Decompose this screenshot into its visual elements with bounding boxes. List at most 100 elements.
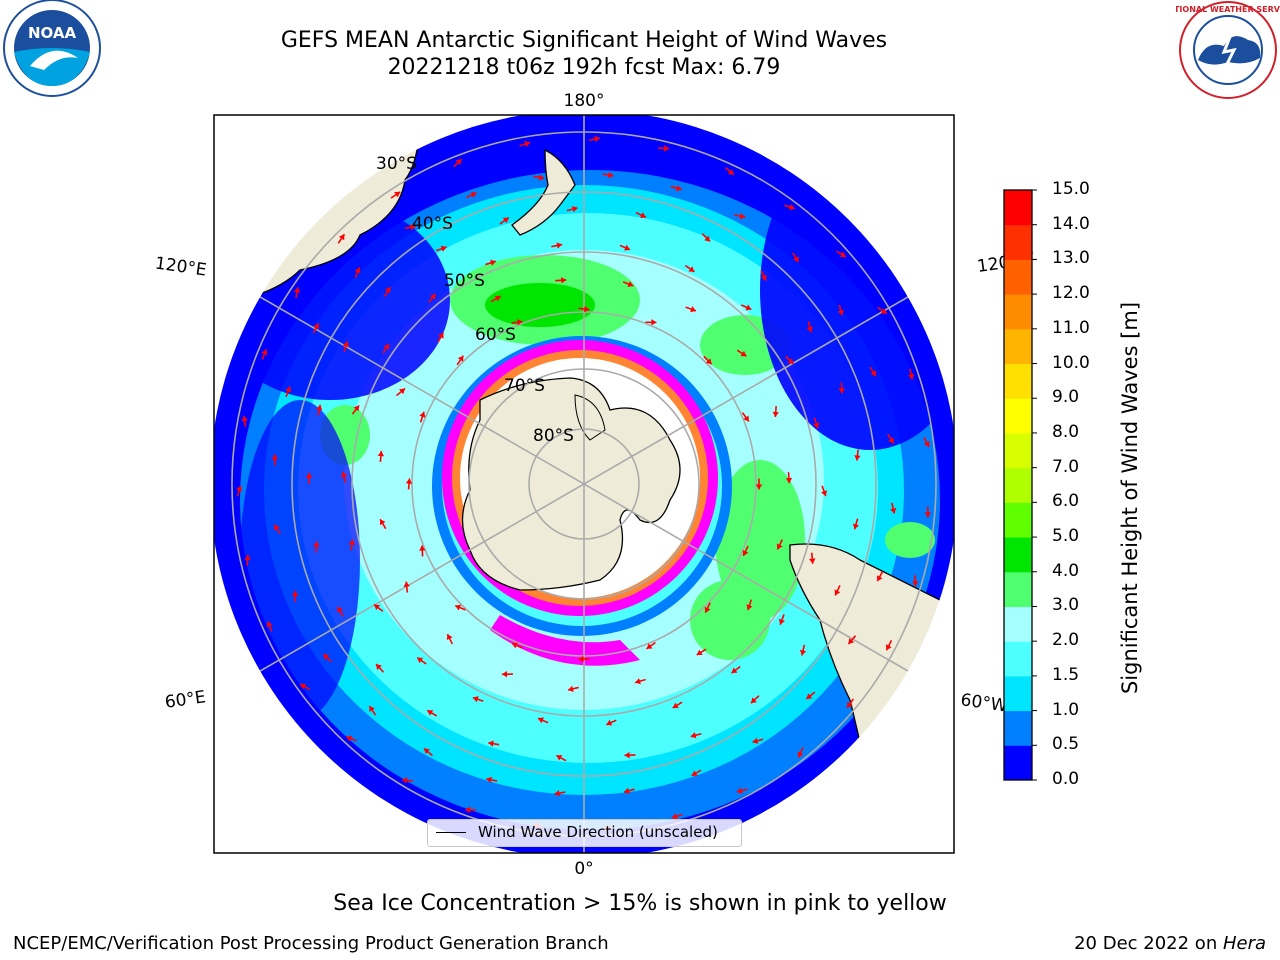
wave-arrow: [685, 306, 697, 313]
wave-arrow: [511, 319, 523, 326]
wave-arrow: [466, 191, 478, 198]
wave-arrow: [390, 191, 401, 199]
wave-arrow: [734, 212, 746, 220]
wave-arrow: [383, 286, 391, 297]
lat-label-30s: 30°S: [376, 154, 417, 174]
wave-arrow: [785, 355, 795, 365]
lat-label-40s: 40°S: [412, 214, 453, 234]
wave-arrow: [578, 655, 590, 663]
wave-arrow: [806, 321, 813, 333]
colorbar-segment: [1004, 294, 1032, 330]
wave-arrow: [379, 518, 387, 530]
wave-arrow: [472, 696, 484, 703]
meridian-label-180: 180°: [564, 91, 605, 111]
wave-arrow: [554, 789, 566, 797]
wave-arrow: [778, 614, 785, 625]
wave-arrow: [485, 259, 497, 266]
wave-arrow: [348, 539, 356, 551]
wave-arrow: [551, 242, 563, 249]
noaa-logo: NOAA: [3, 0, 101, 97]
wave-arrow: [373, 603, 384, 612]
wave-arrow: [797, 747, 804, 758]
wave-arrow: [368, 705, 377, 716]
wave-arrow: [271, 454, 279, 466]
colorbar-tick-label: 9.0: [1052, 387, 1080, 408]
wave-arrow: [236, 485, 243, 497]
colorbar-tick-label: 5.0: [1052, 526, 1080, 547]
wave-arrow: [293, 287, 301, 299]
colorbar-segment: [1004, 745, 1032, 781]
colorbar-tick-label: 1.0: [1052, 699, 1080, 720]
wave-arrow: [784, 204, 796, 211]
wave-arrow: [405, 478, 413, 490]
wave-arrow: [266, 621, 273, 632]
wave-arrow: [704, 602, 711, 614]
svg-text:NATIONAL WEATHER SERVICE: NATIONAL WEATHER SERVICE: [1176, 5, 1280, 14]
antarctica: [461, 377, 681, 591]
colorbar-segment: [1004, 502, 1032, 538]
wave-arrow: [426, 709, 438, 717]
wave-arrow: [340, 471, 348, 483]
credit-date: 20 Dec 2022 on Hera: [1074, 933, 1266, 954]
wave-arrow: [854, 449, 861, 461]
wave-arrow: [624, 751, 636, 759]
wave-arrow: [852, 518, 860, 530]
meridian-label-60e: 60°E: [164, 687, 207, 712]
wave-arrow: [740, 304, 752, 311]
colorbar-segment: [1004, 571, 1032, 607]
wave-arrow: [454, 604, 466, 611]
lat-label-70s: 70°S: [504, 376, 545, 396]
colorbar-tick-label: 15.0: [1052, 179, 1090, 199]
wave-arrow: [299, 683, 311, 691]
wave-arrow: [322, 653, 332, 663]
wave-arrow: [837, 304, 844, 316]
wave-arrow: [890, 502, 897, 514]
wave-arrow: [490, 295, 502, 303]
sea-ice-note: Sea Ice Concentration > 15% is shown in …: [333, 891, 947, 916]
colorbar-tick-label: 7.0: [1052, 456, 1080, 477]
wave-arrow: [312, 322, 320, 334]
colorbar-tick-label: 1.5: [1052, 664, 1080, 685]
colorbar-segment: [1004, 432, 1032, 469]
svg-text:NOAA: NOAA: [28, 24, 77, 42]
colorbar-tick-label: 2.0: [1052, 630, 1080, 651]
wave-arrow: [555, 754, 567, 762]
wave-arrow: [273, 524, 282, 535]
colorbar-tick-label: 12.0: [1052, 283, 1090, 304]
wave-arrow: [684, 264, 695, 273]
wave-arrow: [351, 404, 360, 415]
colorbar-segment: [1004, 398, 1032, 434]
lat-label-50s: 50°S: [444, 271, 485, 291]
colorbar-segment: [1004, 328, 1032, 365]
colorbar: [1003, 189, 1037, 781]
wave-arrow: [377, 450, 385, 463]
wave-arrow: [305, 472, 313, 484]
wave-arrow: [404, 224, 416, 231]
wave-arrow: [261, 348, 268, 360]
wave-arrow: [313, 541, 320, 553]
wave-arrow: [453, 158, 463, 168]
wave-arrow: [696, 648, 707, 656]
wave-arrow: [419, 545, 426, 557]
wave-arrow: [846, 698, 855, 709]
wave-arrow: [419, 411, 426, 423]
wave-direction-arrows: [236, 135, 932, 832]
wave-arrow: [785, 472, 793, 484]
wave-arrow: [646, 641, 656, 650]
colorbar-segment: [1004, 675, 1032, 712]
wave-arrow: [923, 436, 930, 448]
wave-arrow: [755, 478, 763, 490]
colorbar-tick-label: 6.0: [1052, 491, 1080, 512]
wave-arrow: [488, 740, 500, 747]
legend-line-sample: [436, 832, 466, 833]
wave-arrow: [834, 585, 841, 596]
wave-arrow: [566, 206, 578, 213]
wave-arrow: [382, 343, 390, 354]
wave-arrow: [435, 245, 447, 252]
wave-arrow: [622, 280, 634, 287]
wave-arrow: [703, 355, 713, 365]
wave-arrow: [511, 642, 523, 649]
wave-arrow: [691, 769, 702, 777]
colorbar-segment: [1004, 537, 1032, 573]
wave-arrow: [924, 506, 932, 518]
